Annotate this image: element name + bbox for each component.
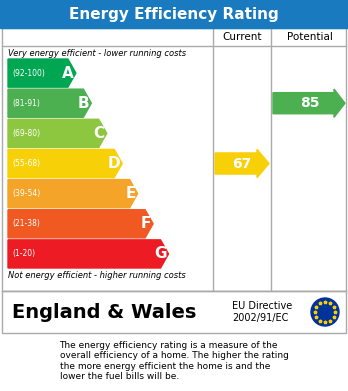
Text: Energy Efficiency Rating: Energy Efficiency Rating: [69, 7, 279, 22]
Text: F: F: [141, 216, 151, 231]
Text: England & Wales: England & Wales: [12, 303, 196, 321]
Polygon shape: [273, 89, 345, 117]
Text: D: D: [108, 156, 120, 171]
Polygon shape: [8, 119, 107, 147]
Bar: [0, 0, 348, 28]
Text: E: E: [125, 186, 136, 201]
Polygon shape: [8, 240, 168, 268]
Text: (21-38): (21-38): [12, 219, 40, 228]
Circle shape: [311, 298, 339, 326]
Text: (39-54): (39-54): [12, 189, 40, 198]
Polygon shape: [8, 149, 122, 178]
Text: Not energy efficient - higher running costs: Not energy efficient - higher running co…: [8, 271, 186, 280]
Polygon shape: [8, 89, 91, 117]
Text: 2002/91/EC: 2002/91/EC: [232, 313, 288, 323]
Text: C: C: [94, 126, 105, 141]
Polygon shape: [8, 210, 153, 238]
Text: Very energy efficient - lower running costs: Very energy efficient - lower running co…: [8, 50, 186, 59]
Text: EU Directive: EU Directive: [232, 301, 292, 311]
Text: B: B: [78, 96, 89, 111]
Text: (55-68): (55-68): [12, 159, 40, 168]
Bar: [2, 291, 346, 333]
Text: (81-91): (81-91): [12, 99, 40, 108]
Text: (92-100): (92-100): [12, 68, 45, 77]
Polygon shape: [215, 149, 269, 178]
Text: The energy efficiency rating is a measure of the
overall efficiency of a home. T: The energy efficiency rating is a measur…: [60, 341, 288, 381]
Text: (1-20): (1-20): [12, 249, 35, 258]
Text: Potential: Potential: [286, 32, 332, 42]
Text: (69-80): (69-80): [12, 129, 40, 138]
Text: A: A: [62, 66, 74, 81]
Text: G: G: [154, 246, 167, 262]
Polygon shape: [8, 59, 76, 87]
Text: 85: 85: [300, 96, 319, 110]
Text: 67: 67: [232, 156, 252, 170]
Polygon shape: [8, 179, 138, 208]
Bar: [2, 28, 346, 291]
Text: Current: Current: [222, 32, 262, 42]
